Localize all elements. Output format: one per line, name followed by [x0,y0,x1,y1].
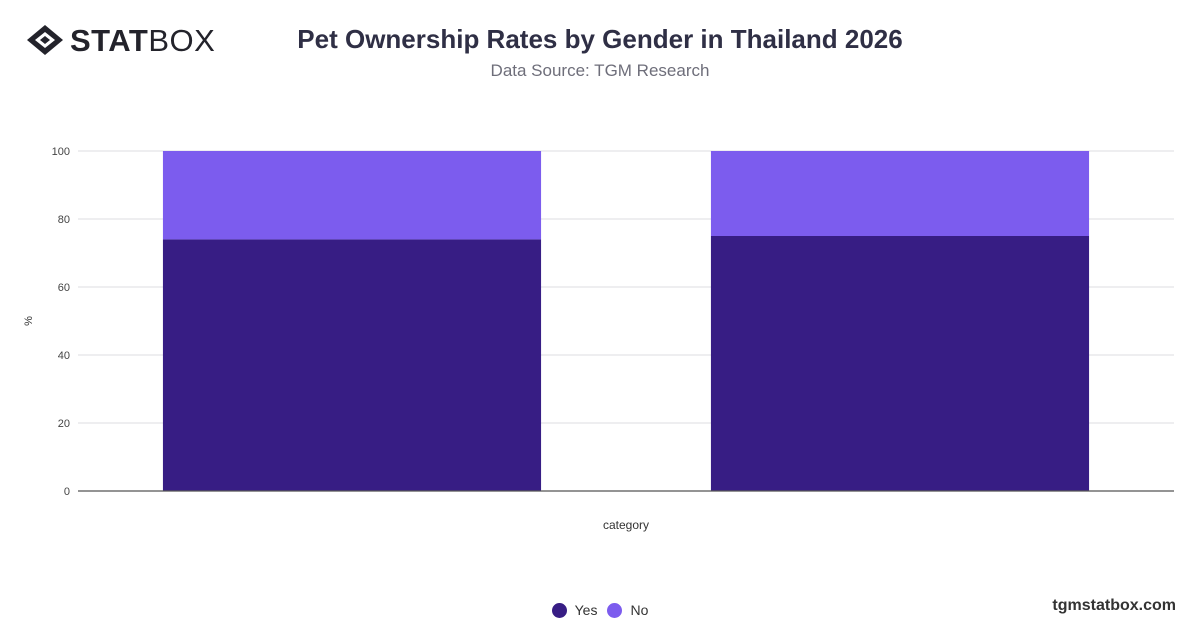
logo-text: STATBOX [70,25,215,56]
bar-segment-no [710,151,1090,236]
y-tick-label: 100 [52,146,70,158]
legend-item-yes: Yes [551,602,598,618]
bar-segment-no [162,151,542,240]
y-tick-label: 0 [64,486,70,498]
x-axis-label: category [603,518,649,532]
y-axis-label: % [23,316,35,326]
y-tick-label: 60 [58,282,70,294]
bar-segment-yes [710,236,1090,491]
logo-text-light: BOX [148,22,216,58]
chart-legend: Yes No [0,602,1200,618]
legend-label: No [630,602,649,618]
diamond-logo-icon [27,25,63,55]
y-tick-label: 80 [58,214,70,226]
legend-label: Yes [574,602,598,618]
y-tick-label: 40 [58,350,70,362]
site-url: tgmstatbox.com [1052,597,1176,614]
logo-text-bold: STAT [70,22,149,58]
legend-swatch [551,602,567,618]
statbox-logo: STATBOX [26,22,215,58]
chart-subtitle: Data Source: TGM Research [490,61,710,80]
chart-title: Pet Ownership Rates by Gender in Thailan… [297,24,903,54]
y-tick-label: 20 [58,418,70,430]
legend-swatch [607,602,623,618]
legend-item-no: No [607,602,648,618]
bar-segment-yes [162,239,542,491]
